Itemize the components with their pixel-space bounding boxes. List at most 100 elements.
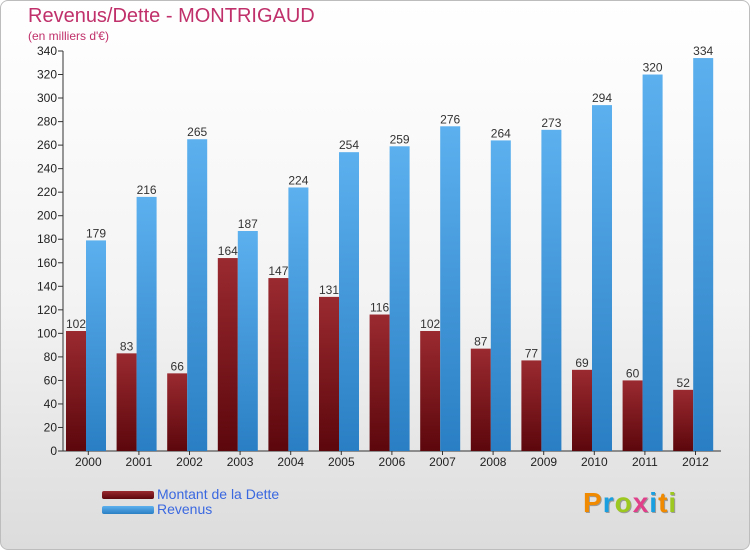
bar-revenue: [592, 105, 612, 451]
logo-letter: i: [668, 487, 678, 518]
bar-revenue: [389, 146, 410, 451]
bar-revenue: [288, 187, 309, 451]
bar-revenue: [237, 231, 258, 451]
y-tick-label: 80: [44, 350, 58, 364]
x-tick-label: 2012: [682, 455, 709, 469]
x-tick-label: 2006: [379, 455, 406, 469]
data-label-revenue: 224: [288, 173, 308, 187]
y-tick-label: 40: [44, 397, 58, 411]
data-label-debt: 66: [171, 359, 185, 373]
bar-revenue: [187, 139, 208, 451]
bar-revenue: [541, 129, 562, 451]
bar-revenue: [693, 58, 714, 451]
legend-swatch-revenue: [102, 505, 154, 514]
bar-revenue: [642, 74, 663, 451]
y-tick-label: 140: [37, 279, 57, 293]
data-label-debt: 131: [319, 283, 339, 297]
x-tick-label: 2001: [126, 455, 153, 469]
data-label-revenue: 276: [440, 112, 460, 126]
data-label-debt: 102: [66, 317, 86, 331]
logo-letter: P: [583, 487, 603, 518]
bar-debt: [572, 369, 592, 451]
y-tick-label: 20: [44, 420, 58, 434]
legend-label-debt: Montant de la Dette: [157, 486, 280, 502]
x-tick-label: 2008: [480, 455, 507, 469]
data-label-revenue: 334: [693, 44, 713, 58]
bar-debt: [622, 380, 643, 451]
logo-letter: x: [632, 487, 650, 518]
data-label-revenue: 320: [643, 61, 663, 75]
data-label-debt: 164: [218, 244, 238, 258]
chart-title: Revenus/Dette - MONTRIGAUD: [28, 5, 315, 27]
data-label-debt: 60: [626, 366, 640, 380]
x-tick-label: 2005: [328, 455, 355, 469]
legend: Montant de la Dette Revenus: [102, 487, 279, 517]
x-tick-label: 2004: [277, 455, 304, 469]
data-label-debt: 87: [474, 335, 488, 349]
data-label-revenue: 273: [541, 116, 561, 130]
data-label-debt: 147: [268, 264, 288, 278]
x-tick-label: 2007: [429, 455, 456, 469]
legend-swatch-debt: [102, 490, 154, 499]
x-tick-label: 2003: [227, 455, 254, 469]
bar-revenue: [86, 240, 106, 451]
y-tick-label: 240: [37, 162, 57, 176]
data-label-revenue: 254: [339, 138, 359, 152]
y-tick-label: 0: [50, 444, 57, 458]
data-label-debt: 77: [525, 346, 539, 360]
logo-letter: i: [649, 487, 659, 518]
y-tick-label: 200: [37, 209, 57, 223]
bar-debt: [521, 360, 542, 451]
data-label-revenue: 259: [390, 132, 410, 146]
bar-debt: [470, 348, 491, 451]
bar-revenue: [440, 126, 461, 451]
y-tick-label: 180: [37, 232, 57, 246]
x-tick-label: 2000: [75, 455, 102, 469]
y-tick-label: 120: [37, 303, 57, 317]
y-tick-label: 260: [37, 138, 57, 152]
x-tick-label: 2011: [632, 455, 658, 469]
bar-debt: [66, 331, 86, 451]
data-label-revenue: 264: [491, 126, 511, 140]
y-tick-label: 280: [37, 115, 57, 129]
x-tick-label: 2009: [530, 455, 557, 469]
bar-debt: [369, 314, 390, 451]
data-label-debt: 116: [370, 301, 389, 315]
x-tick-label: 2010: [581, 455, 608, 469]
bar-revenue: [136, 196, 157, 451]
data-label-revenue: 216: [137, 183, 157, 197]
chart-subtitle: (en milliers d'€): [28, 29, 109, 43]
data-label-revenue: 179: [86, 226, 106, 240]
proxiti-logo: Proxiti: [583, 487, 677, 519]
legend-label-revenue: Revenus: [157, 501, 213, 517]
bar-debt: [167, 373, 188, 451]
bar-revenue: [339, 152, 359, 452]
logo-letter: r: [602, 487, 615, 518]
data-label-debt: 102: [420, 317, 440, 331]
data-label-debt: 52: [677, 376, 691, 390]
logo-letter: t: [658, 487, 669, 518]
logo-letter: o: [614, 487, 633, 518]
y-tick-label: 60: [44, 373, 58, 387]
bar-debt: [217, 258, 238, 451]
data-label-debt: 83: [120, 339, 134, 353]
y-tick-label: 220: [37, 185, 57, 199]
data-label-revenue: 294: [592, 91, 612, 105]
data-label-revenue: 187: [238, 217, 258, 231]
bar-debt: [319, 296, 339, 451]
bar-debt: [420, 331, 441, 451]
bar-debt: [116, 353, 137, 451]
bar-debt: [673, 389, 694, 451]
y-tick-label: 300: [37, 91, 57, 105]
legend-item-debt: Montant de la Dette: [102, 487, 279, 502]
data-label-debt: 69: [575, 356, 589, 370]
y-tick-label: 320: [37, 68, 57, 82]
bars: [66, 58, 714, 452]
y-tick-label: 160: [37, 256, 57, 270]
x-tick-label: 2002: [176, 455, 203, 469]
y-tick-label: 100: [37, 326, 57, 340]
bar-debt: [268, 278, 289, 451]
